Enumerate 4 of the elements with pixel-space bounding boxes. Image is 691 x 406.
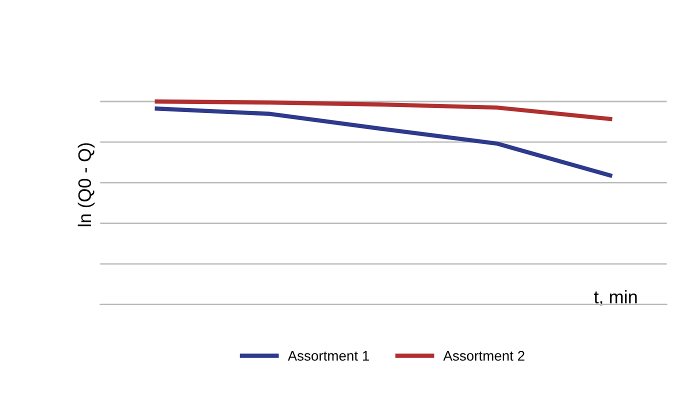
x-axis-title: t, min [594, 290, 637, 306]
y-axis-title: ln (Q0 - Q) [78, 143, 95, 226]
legend-label: Assortment 1 [288, 351, 369, 361]
legend-label: Assortment 2 [443, 350, 524, 361]
